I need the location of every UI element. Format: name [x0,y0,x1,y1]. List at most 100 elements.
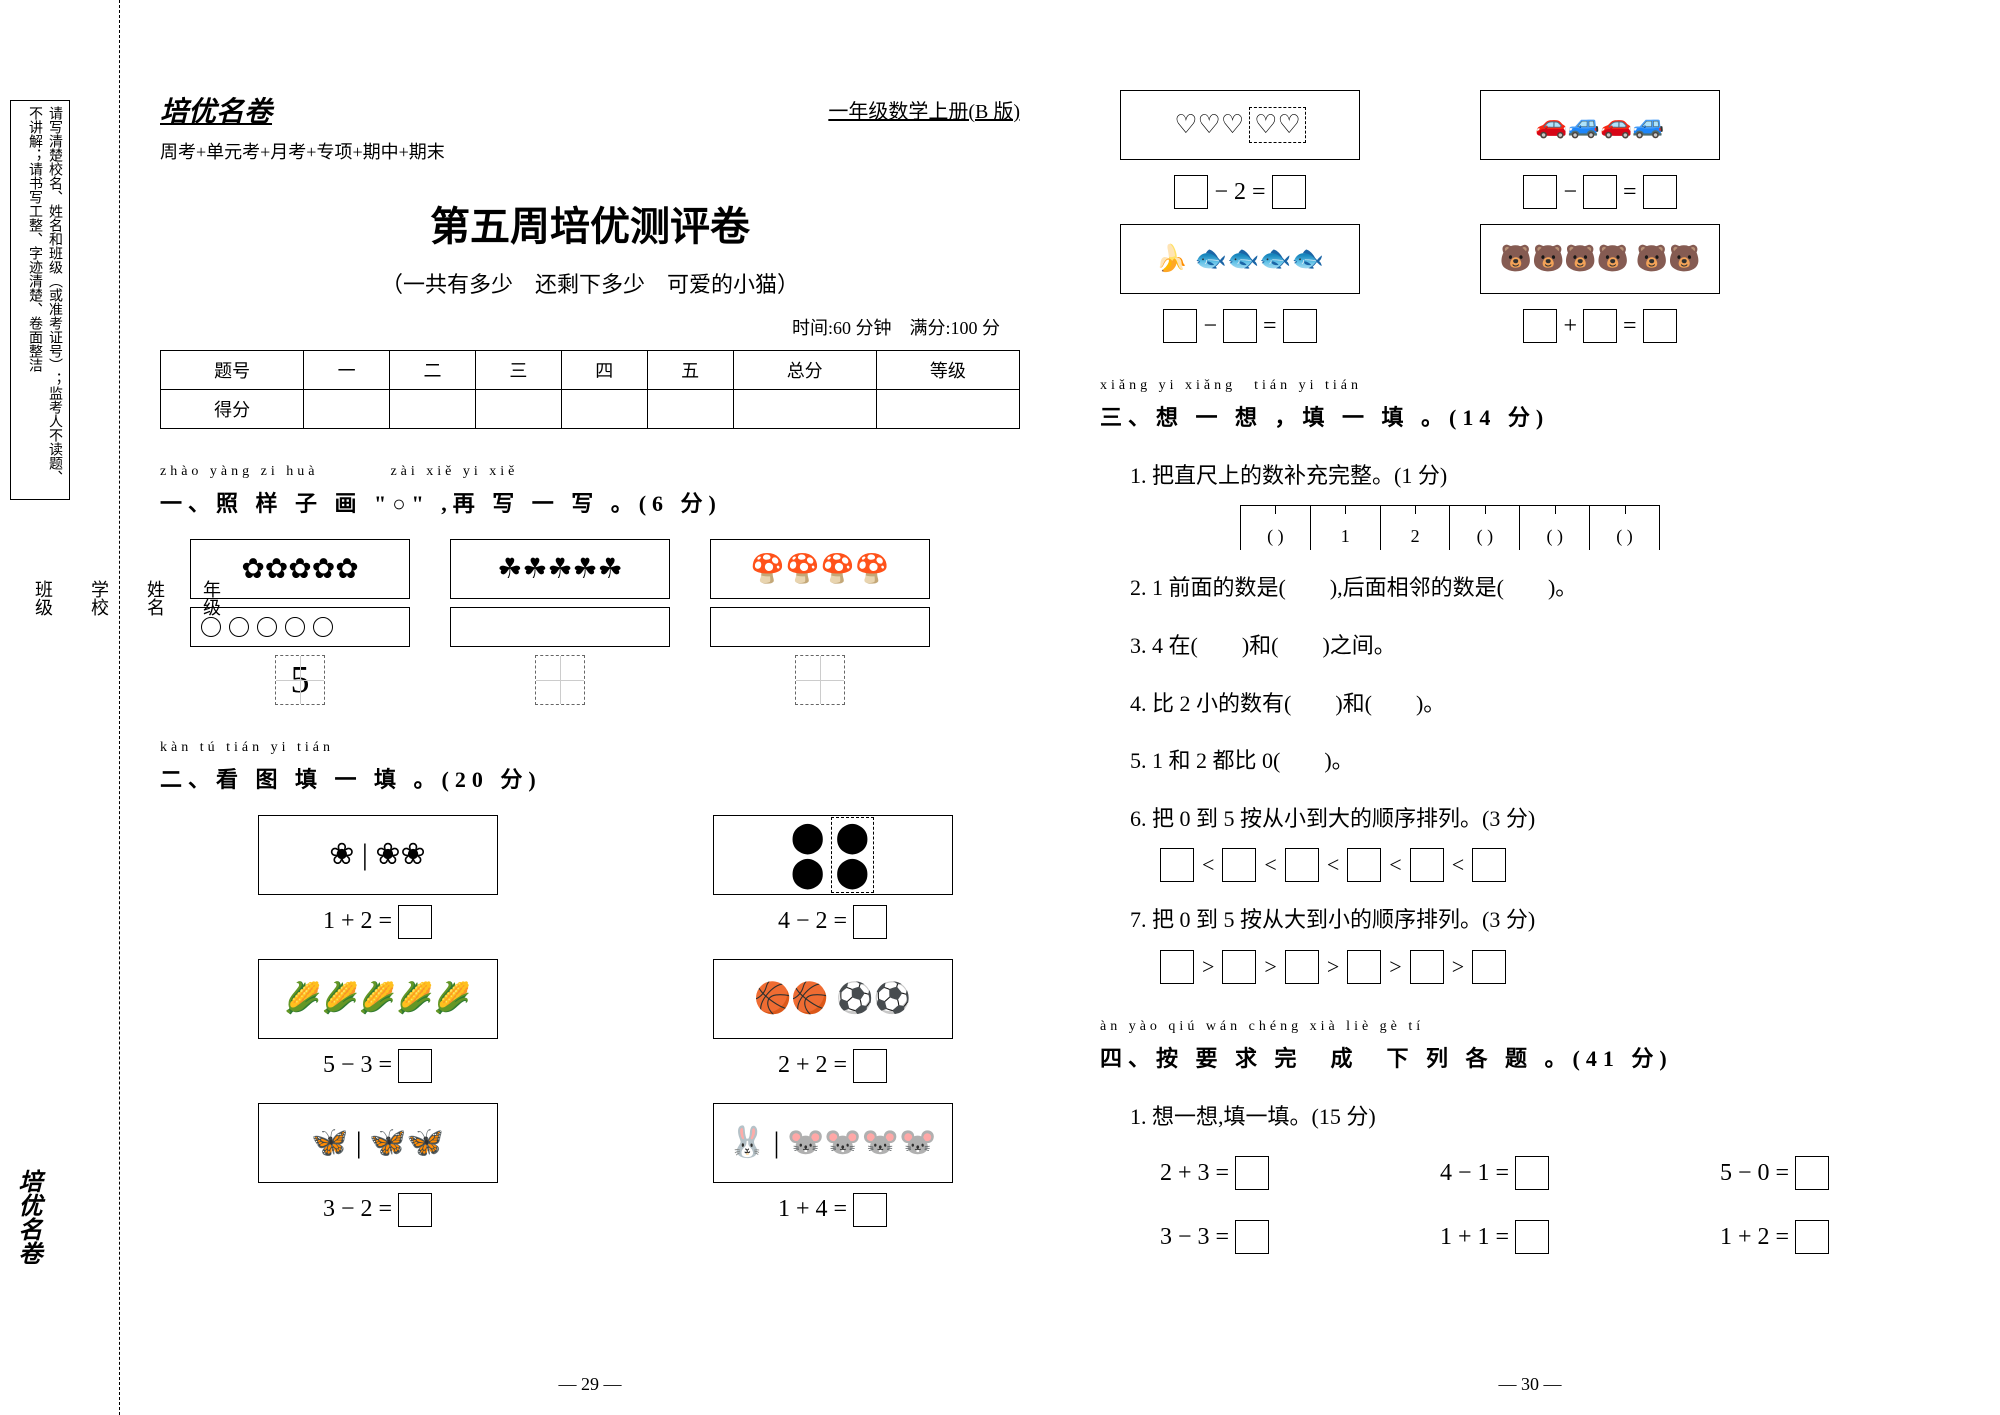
left-page: 培优名卷 一年级数学上册(B 版) 周考+单元考+月考+专项+期中+期末 第五周… [160,90,1020,1375]
pinyin: xiǎng yi xiǎng tián yi tián [1100,373,1960,398]
pinyin: kàn tú tián yi tián [160,735,1020,760]
blank-box [1410,848,1444,882]
blank-box [1235,1220,1269,1254]
eq-text: 3 − 2 = [323,1196,392,1223]
td [733,390,876,429]
equation: 1 + 1 = [1440,1220,1680,1254]
blank-box [1583,309,1617,343]
th: 总分 [733,351,876,390]
eq-text: = [1623,313,1637,340]
flower-icons: ✿✿✿✿✿ [190,539,410,599]
right-page: ♡♡♡ ♡♡ − 2 = 🍌 🐟🐟🐟🐟 − = [1100,90,1960,1375]
ruler: ( ) 1 2 ( ) ( ) ( ) [1240,505,1660,550]
th: 一 [304,351,390,390]
lt-icon: < [1327,852,1339,878]
equation: − 2 = [1174,175,1305,209]
digit-box: 5 [275,655,325,705]
q2-item: ❀ | ❀❀ 1 + 2 = [190,815,565,939]
q2-grid: ❀ | ❀❀ 1 + 2 = ⬤⬤⬤⬤ 4 − 2 = 🌽🌽🌽🌽🌽 5 − 3 … [190,815,1020,1227]
q1-row: ✿✿✿✿✿ 5 ☘☘☘☘☘ 🍄🍄🍄🍄 [190,539,1020,705]
hanzi: 二、看 图 填 一 填 。(20 分) [160,767,542,792]
section-4-heading: àn yào qiú wán chéng xià liè gè tí 四、按 要… [1100,1014,1960,1079]
binding-sidebar: 请写清楚校名、姓名和班级（或准考证号）；监考人不读题、不讲解；请书写工整、字迹清… [0,0,120,1415]
th: 四 [561,351,647,390]
blank-box [1795,1156,1829,1190]
eq-text: 4 − 1 = [1440,1160,1509,1187]
label-class: 班级 [30,580,56,880]
q3-4: 4. 比 2 小的数有( )和( )。 [1130,684,1960,724]
lt-icon: < [1389,852,1401,878]
blank-box [1285,848,1319,882]
grade-label: 一年级数学上册(B 版) [828,95,1020,124]
blank-box [853,1049,887,1083]
lt-icon: < [1264,852,1276,878]
blank-box [1223,309,1257,343]
q1-item: ✿✿✿✿✿ 5 [190,539,410,705]
gt-icon: > [1202,954,1214,980]
eq-text: = [1263,313,1277,340]
equation: 2 + 3 = [1160,1156,1400,1190]
blank-box [1515,1156,1549,1190]
blank-box [1347,950,1381,984]
eq-text: 2 + 2 = [778,1052,847,1079]
pinyin: àn yào qiú wán chéng xià liè gè tí [1100,1014,1960,1039]
blank-box [1583,175,1617,209]
butterfly-icon: 🦋 | 🦋🦋 [258,1103,498,1183]
clover-icons: ☘☘☘☘☘ [450,539,670,599]
blank-box [1283,309,1317,343]
circle-icon [201,617,221,637]
th: 题号 [161,351,304,390]
q4-1: 1. 想一想,填一填。(15 分) [1130,1097,1960,1137]
td [304,390,390,429]
eq-text: 3 − 3 = [1160,1224,1229,1251]
lt-icon: < [1452,852,1464,878]
blank-box [1160,848,1194,882]
blank-box [1472,848,1506,882]
exam-notice: 请写清楚校名、姓名和班级（或准考证号）；监考人不读题、不讲解；请书写工整、字迹清… [10,100,70,500]
q2-item: 🏀🏀 ⚽⚽ 2 + 2 = [645,959,1020,1083]
time-score: 时间:60 分钟 满分:100 分 [160,314,1020,340]
gt-icon: > [1452,954,1464,980]
eq-text: = [1623,179,1637,206]
q3-5: 5. 1 和 2 都比 0( )。 [1130,741,1960,781]
hanzi: 四、按 要 求 完 成 下 列 各 题 。(41 分) [1100,1046,1673,1071]
blank-box [1523,309,1557,343]
ruler-seg: ( ) [1241,506,1311,550]
equation: 5 − 3 = [323,1049,432,1083]
q3-1: 1. 把直尺上的数补充完整。(1 分) [1130,456,1960,496]
section-1-heading: zhào yàng zi huà zài xiě yi xiě 一、照 样 子 … [160,459,1020,524]
ruler-seg: ( ) [1450,506,1520,550]
blank-box [398,905,432,939]
ascending-row: < < < < < [1160,848,1960,882]
banana-fish-icon: 🍌 🐟🐟🐟🐟 [1120,224,1360,294]
td [390,390,476,429]
equation: + = [1523,309,1676,343]
q3-7: 7. 把 0 到 5 按从大到小的顺序排列。(3 分) [1130,900,1960,940]
eq-text: 1 + 2 = [323,908,392,935]
q2-item: ⬤⬤⬤⬤ 4 − 2 = [645,815,1020,939]
blank-box [1523,175,1557,209]
eq-text: − [1563,179,1577,206]
blank-box [1222,848,1256,882]
eq-text: 1 + 2 = [1720,1224,1789,1251]
table-row: 得分 [161,390,1020,429]
circle-row-empty [450,607,670,647]
gt-icon: > [1389,954,1401,980]
header-row: 培优名卷 一年级数学上册(B 版) [160,90,1020,130]
blank-box [1160,950,1194,984]
td [876,390,1019,429]
equation: 4 − 2 = [778,905,887,939]
ruler-seg: ( ) [1520,506,1590,550]
eq-text: 1 + 1 = [1440,1224,1509,1251]
header-sub: 周考+单元考+月考+专项+期中+期末 [160,138,1020,164]
blank-box [1515,1220,1549,1254]
blank-box [1285,950,1319,984]
animal-icon: 🐰 | 🐭🐭🐭🐭 [713,1103,953,1183]
flower-icon: ❀ | ❀❀ [258,815,498,895]
equation: − = [1163,309,1316,343]
gt-icon: > [1327,954,1339,980]
blank-box [398,1193,432,1227]
r-col-1: ♡♡♡ ♡♡ − 2 = 🍌 🐟🐟🐟🐟 − = [1120,90,1360,343]
sports-ball-icon: 🏀🏀 ⚽⚽ [713,959,953,1039]
ruler-seg: 2 [1381,506,1451,550]
